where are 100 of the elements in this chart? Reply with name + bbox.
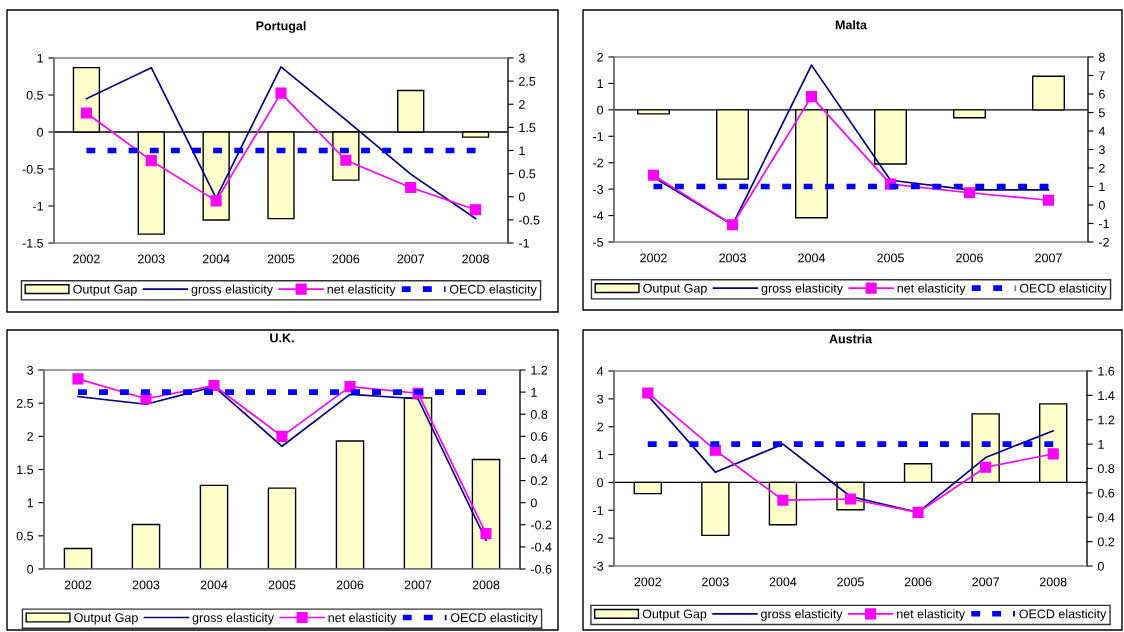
y2-tick-label: 1.5 — [519, 123, 536, 133]
legend-label: gross elasticity — [191, 284, 273, 297]
y2-tick-label: 0.8 — [530, 410, 548, 419]
x-tick-label: 2005 — [837, 577, 864, 587]
x-tick-label: 2008 — [1039, 577, 1067, 587]
y-tick-label: -1 — [593, 506, 603, 515]
y2-tick-label: 3 — [1098, 145, 1105, 155]
legend-label: gross elasticity — [192, 612, 274, 625]
x-tick-label: 2003 — [132, 580, 160, 590]
x-tick-label: 2002 — [73, 254, 100, 264]
y2-tick-label: 0.8 — [1097, 464, 1115, 474]
x-tick-label: 2005 — [877, 253, 904, 263]
y-tick-label: 0.5 — [16, 531, 34, 541]
x-tick-label: 2004 — [769, 577, 797, 587]
y-tick-label: 2 — [597, 422, 603, 432]
x-tick-label: 2007 — [397, 254, 424, 264]
y2-tick-label: 0.2 — [530, 476, 548, 486]
y-tick-label: 4 — [596, 366, 604, 376]
y2-tick-label: 0.6 — [530, 432, 548, 441]
x-tick-label: 2008 — [462, 254, 489, 264]
y2-tick-label: 0 — [1097, 561, 1104, 571]
x-tick-label: 2005 — [268, 580, 296, 590]
y-tick-label: -5 — [593, 237, 604, 247]
y2-tick-label: 7 — [1099, 71, 1105, 81]
x-tick-label: 2005 — [267, 254, 295, 264]
y2-tick-label: 3 — [518, 53, 525, 63]
legend-label: OECD elasticity — [1019, 609, 1107, 621]
y-tick-label: 0 — [597, 478, 604, 488]
y2-tick-label: 2.5 — [519, 76, 536, 86]
x-tick-label: 2003 — [138, 254, 165, 264]
legend-label: gross elasticity — [761, 609, 843, 621]
legend-label: net elasticity — [327, 284, 396, 297]
y2-tick-label: 1 — [1099, 182, 1105, 192]
y-tick-label: -3 — [593, 184, 604, 194]
y2-tick-label: 1.4 — [1098, 391, 1115, 400]
y2-tick-label: 5 — [1098, 108, 1105, 118]
y2-tick-label: 0.5 — [518, 169, 536, 179]
y-tick-label: 1 — [597, 79, 603, 88]
legend-label: Output Gap — [74, 613, 138, 625]
y2-tick-label: -0.2 — [530, 520, 552, 530]
x-tick-label: 2004 — [798, 253, 826, 263]
y2-tick-label: 6 — [1099, 89, 1105, 99]
y-tick-label: 1 — [37, 53, 43, 63]
y-tick-label: 1 — [597, 450, 603, 460]
x-tick-label: 2002 — [634, 577, 662, 587]
y2-tick-label: 0.4 — [530, 454, 548, 464]
y-tick-label: 0.5 — [26, 90, 44, 100]
y-tick-label: 2.5 — [16, 398, 34, 408]
legend-label: OECD elasticity — [449, 284, 537, 297]
legend-label: net elasticity — [328, 612, 397, 625]
x-tick-label: 2006 — [336, 580, 364, 590]
y-tick-label: -4 — [593, 211, 604, 221]
y-tick-label: 3 — [597, 394, 604, 404]
legend-label: Output Gap — [642, 609, 707, 621]
y2-tick-label: -0.4 — [530, 542, 552, 552]
legend-label: net elasticity — [897, 609, 966, 621]
y2-tick-label: 0.6 — [1097, 488, 1115, 498]
y-tick-label: 0 — [37, 127, 44, 137]
legend-label: Output Gap — [643, 283, 707, 296]
y2-tick-label: 1.2 — [1098, 415, 1115, 425]
y2-tick-label: 0.2 — [1097, 537, 1115, 547]
y2-tick-label: 0.4 — [1097, 513, 1115, 522]
x-tick-label: 2004 — [202, 254, 230, 264]
x-tick-label: 2003 — [719, 253, 746, 263]
y2-tick-label: -0.6 — [530, 564, 552, 574]
chart-title: Austria — [829, 334, 873, 344]
y2-tick-label: 2 — [1099, 163, 1105, 173]
y2-tick-label: 2 — [519, 100, 525, 109]
y2-tick-label: 1 — [519, 146, 525, 156]
y-tick-label: -0.5 — [22, 164, 44, 174]
y-tick-label: -1 — [593, 132, 603, 141]
x-tick-label: 2008 — [472, 580, 500, 590]
x-tick-label: 2006 — [956, 253, 983, 263]
y-tick-label: -1.5 — [22, 238, 44, 248]
y2-tick-label: 1.6 — [1098, 366, 1115, 376]
y-tick-label: 2 — [27, 432, 33, 441]
x-tick-label: 2004 — [200, 580, 228, 590]
y2-tick-label: 1 — [531, 388, 537, 397]
x-tick-label: 2006 — [904, 577, 932, 587]
y2-tick-label: -0.5 — [518, 215, 540, 225]
y-tick-label: 0 — [27, 564, 34, 574]
y-tick-label: 2 — [597, 52, 603, 62]
y2-tick-label: -1 — [518, 238, 529, 248]
x-tick-label: 2002 — [64, 580, 92, 590]
y-tick-label: -3 — [593, 561, 604, 571]
legend-label: Output Gap — [73, 284, 137, 297]
x-tick-label: 2003 — [702, 577, 729, 587]
x-tick-label: 2007 — [972, 577, 999, 587]
y2-tick-label: 8 — [1098, 52, 1105, 62]
y-tick-label: 1 — [27, 498, 33, 508]
x-tick-label: 2006 — [332, 254, 360, 264]
legend-label: gross elasticity — [761, 283, 843, 296]
legend-label: OECD elasticity — [450, 612, 538, 625]
y-tick-label: 0 — [597, 105, 604, 115]
y-tick-label: 3 — [27, 365, 34, 375]
x-tick-label: 2007 — [404, 580, 432, 590]
chart-title: U.K. — [270, 333, 294, 343]
chart-title: Malta — [835, 20, 868, 30]
y2-tick-label: 0 — [518, 192, 525, 202]
x-tick-label: 2002 — [640, 253, 667, 263]
